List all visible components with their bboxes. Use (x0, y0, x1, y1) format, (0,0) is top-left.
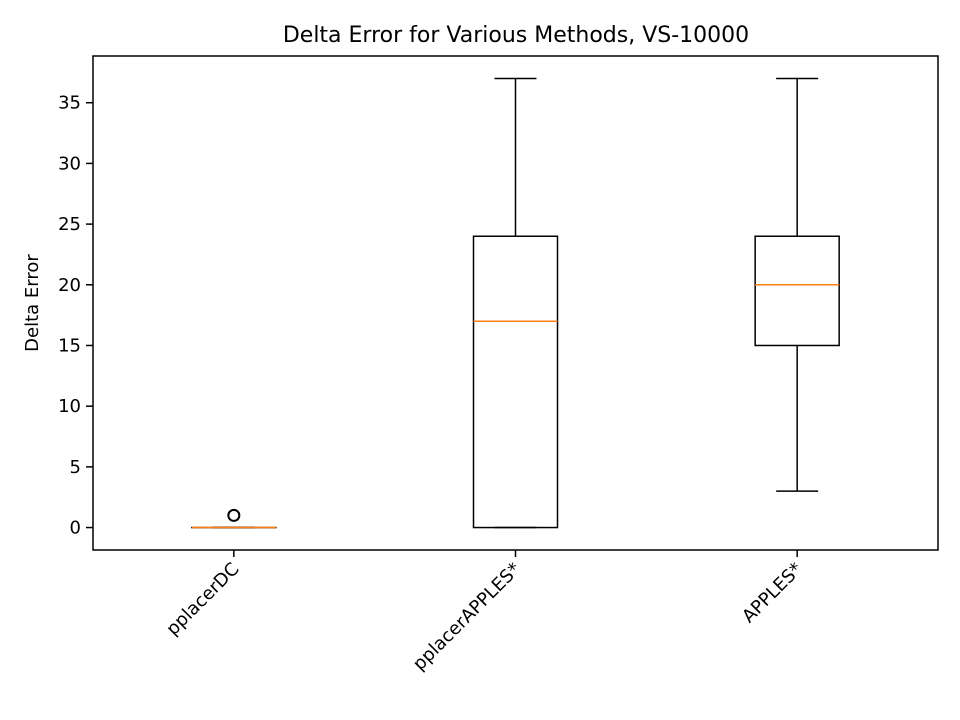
x-tick-label: pplacerDC (162, 559, 243, 640)
y-tick-label: 5 (70, 457, 81, 478)
chart-title: Delta Error for Various Methods, VS-1000… (283, 23, 749, 48)
box-group-pplacerAPPLES* (472, 77, 559, 529)
y-tick-label: 15 (58, 335, 81, 356)
y-tick-label: 20 (58, 275, 81, 296)
iqr-box (754, 235, 840, 347)
y-tick-label: 0 (70, 518, 81, 539)
iqr-box (472, 235, 559, 529)
x-axis: pplacerDC pplacerAPPLES* APPLES* (162, 550, 807, 675)
y-axis-label: Delta Error (22, 254, 43, 352)
y-tick-label: 30 (58, 153, 81, 174)
x-tick-label: APPLES* (738, 559, 806, 627)
x-tick-label: pplacerAPPLES* (409, 559, 525, 675)
plot-marks (191, 77, 840, 529)
box-group-pplacerDC (191, 508, 277, 529)
y-tick-label: 25 (58, 214, 81, 235)
box-group-APPLES* (754, 77, 840, 492)
y-tick-label: 10 (58, 396, 81, 417)
y-tick-label: 35 (58, 93, 81, 114)
outlier-point (227, 508, 241, 522)
y-axis: 0 5 10 15 20 25 30 35 (58, 93, 93, 539)
plot-frame (92, 55, 939, 551)
